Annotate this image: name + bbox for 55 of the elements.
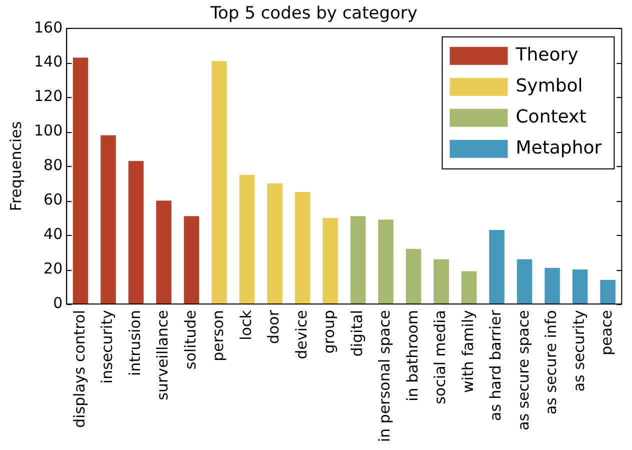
bar xyxy=(100,135,116,304)
bar xyxy=(434,259,449,304)
x-tick-label: solitude xyxy=(181,310,200,370)
bar xyxy=(600,280,616,304)
x-tick-label: group xyxy=(320,310,338,354)
x-tick-label: as secure info xyxy=(542,310,560,415)
y-tick-label: 80 xyxy=(44,156,63,174)
x-tick-label: as secure space xyxy=(514,310,532,430)
x-tick-label: with family xyxy=(458,310,477,393)
y-tick-label: 0 xyxy=(53,294,63,312)
bar xyxy=(184,216,200,304)
y-tick-label: 120 xyxy=(34,87,63,106)
x-tick-label: displays control xyxy=(70,310,88,428)
y-tick-label: 100 xyxy=(34,122,63,140)
y-tick-label: 140 xyxy=(34,52,63,71)
bar xyxy=(322,218,338,304)
bar xyxy=(378,220,394,304)
bar xyxy=(350,216,366,304)
bar xyxy=(544,268,560,304)
legend-label: Metaphor xyxy=(516,138,602,159)
legend-label: Context xyxy=(516,106,586,128)
bar xyxy=(72,58,88,304)
bar xyxy=(294,192,310,304)
bar xyxy=(516,259,532,304)
legend-label: Symbol xyxy=(516,76,583,97)
y-tick-label: 160 xyxy=(34,18,63,36)
y-tick-label: 60 xyxy=(44,190,63,209)
x-tick-label: as hard barrier xyxy=(486,309,505,422)
x-tick-label: digital xyxy=(348,310,366,357)
bar xyxy=(489,230,504,304)
x-tick-label: insecurity xyxy=(98,310,116,384)
bar xyxy=(212,61,227,304)
y-axis-title: Frequencies xyxy=(6,121,25,212)
bar xyxy=(156,200,172,304)
x-tick-label: door xyxy=(264,309,283,344)
x-tick-label: as security xyxy=(570,310,588,392)
x-tick-label: peace xyxy=(598,310,616,356)
bar xyxy=(267,183,282,304)
bar xyxy=(461,271,477,304)
x-tick-label: in personal space xyxy=(376,310,394,442)
x-tick-label: surveillance xyxy=(154,310,172,400)
chart-title: Top 5 codes by category xyxy=(210,4,418,24)
x-tick-label: device xyxy=(292,310,310,360)
bar xyxy=(239,174,255,304)
y-tick-label: 40 xyxy=(44,225,63,243)
x-tick-label: social media xyxy=(431,310,450,404)
x-tick-label: intrusion xyxy=(126,310,144,376)
bar xyxy=(128,161,144,304)
bar xyxy=(406,248,422,304)
legend-label: Theory xyxy=(514,44,579,66)
x-tick-label: person xyxy=(209,310,228,362)
bar xyxy=(572,270,588,304)
x-tick-label: in bathroom xyxy=(403,310,422,402)
x-tick-label: lock xyxy=(236,310,255,340)
y-tick-label: 20 xyxy=(44,259,63,278)
